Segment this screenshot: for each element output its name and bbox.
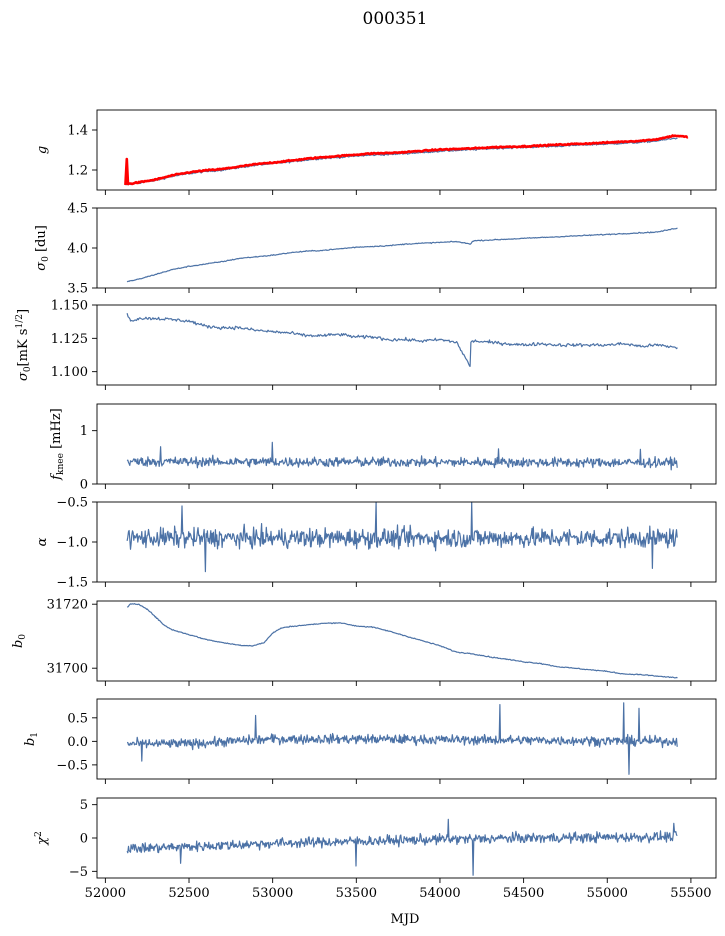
y-axis-label: g: [35, 146, 50, 154]
y-axis-label: χ2: [34, 831, 50, 846]
series-chi2: [126, 818, 678, 876]
y-tick-label: 0.5: [67, 711, 88, 726]
y-tick-label: 4.0: [67, 242, 88, 257]
y-tick-label: 1: [80, 424, 88, 439]
plot-frame: [96, 403, 717, 485]
panel-1: 1.2 1.4 g: [35, 109, 717, 195]
series-b1: [126, 702, 678, 775]
series-b0: [126, 603, 678, 679]
series-sigma0-mk: [126, 313, 678, 367]
y-tick-label: −1.0: [56, 536, 88, 551]
y-axis-label: α: [35, 537, 50, 546]
panel-6: 31700 31720 b0: [11, 598, 717, 686]
x-tick-label: 55000: [587, 886, 628, 901]
y-axis-label: σ0 [du]: [34, 225, 51, 271]
y-tick-label: −0.5: [56, 758, 88, 773]
panel-7: −0.5 0.0 0.5 b1: [23, 698, 717, 784]
x-axis-label: MJD: [391, 912, 420, 927]
series-g: [125, 137, 678, 186]
plot-frame: [96, 109, 717, 191]
series-g-fit: [124, 134, 689, 186]
x-tick-label: 52000: [85, 886, 126, 901]
panel-8: 52000 52500 53000 53500 54000 54500 55000 55500…: [34, 797, 717, 901]
y-tick-label: −0.5: [56, 496, 88, 511]
series-fknee: [126, 441, 678, 471]
y-tick-label: 0: [80, 478, 88, 493]
y-tick-label: 1.150: [51, 299, 88, 314]
y-tick-label: 31700: [47, 662, 88, 677]
series-alpha: [126, 502, 678, 573]
panel-5: −1.5 −1.0 −0.5 α: [35, 496, 717, 591]
y-tick-label: 5: [80, 798, 88, 813]
panel-2: 3.5 4.0 4.5 σ0 [du]: [34, 202, 717, 297]
y-tick-label: 4.5: [67, 202, 88, 217]
x-tick-label: 52500: [168, 886, 209, 901]
y-tick-label: 3.5: [67, 282, 88, 297]
y-axis-label: b0: [11, 634, 28, 648]
x-tick-label: 53500: [336, 886, 377, 901]
y-tick-label: 1.125: [51, 332, 88, 347]
y-tick-label: 0: [80, 832, 88, 847]
x-tick-label: 54500: [503, 886, 544, 901]
y-axis-label: fknee [mHz]: [49, 408, 66, 481]
y-tick-label: −5: [69, 865, 88, 880]
panel-3: 1.100 1.125 1.150 σ0[mK s1/2]: [15, 299, 717, 390]
panels: 1.2 1.4 g 3.5 4.0 4.5 σ0 [du] 1.100 1.125 1.150 σ0…: [11, 109, 717, 901]
panel-4: 0 1 fknee [mHz]: [49, 403, 717, 493]
plot-frame: [96, 501, 717, 583]
y-tick-label: 1.4: [67, 124, 88, 139]
plot-frame: [96, 207, 717, 289]
y-axis-label: b1: [23, 732, 40, 746]
y-tick-label: 31720: [47, 598, 88, 613]
x-tick-label: 55500: [670, 886, 711, 901]
series-sigma0-du: [126, 227, 678, 283]
y-tick-label: 1.100: [51, 365, 88, 380]
x-tick-label: 53000: [252, 886, 293, 901]
plot-frame: [96, 698, 717, 780]
plot-frame: [96, 600, 717, 682]
y-tick-label: −1.5: [56, 576, 88, 591]
plot-frame: [96, 304, 717, 386]
y-tick-label: 1.2: [67, 164, 88, 179]
figure-title: 000351: [363, 9, 428, 29]
y-tick-label: 0.0: [67, 735, 88, 750]
x-tick-label: 54000: [419, 886, 460, 901]
y-axis-label: σ0[mK s1/2]: [15, 309, 33, 381]
